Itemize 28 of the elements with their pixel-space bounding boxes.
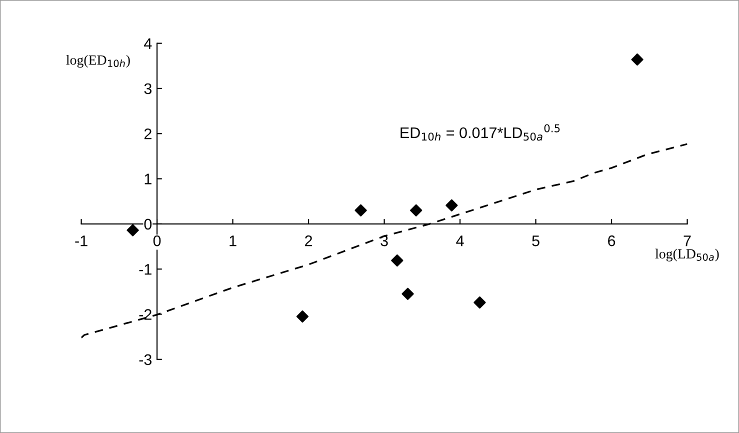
y-tick-label: -1 [139, 264, 152, 275]
y-axis-title: log(ED$_{10h}$) [66, 54, 130, 68]
x-tick-label: 6 [608, 235, 616, 246]
point [354, 204, 367, 216]
x-tick-label: 5 [532, 236, 540, 246]
point [296, 310, 309, 323]
x-tick-label: -1 [75, 236, 88, 246]
point [410, 204, 422, 216]
y-tick-label: 1 [144, 174, 152, 184]
point [631, 53, 644, 66]
y-tick-label: -2 [139, 309, 152, 320]
x-tick-label: 0 [153, 235, 161, 246]
point [402, 288, 414, 300]
x-tick-label: 4 [456, 236, 464, 246]
point [391, 254, 404, 267]
y-tick-label: -3 [139, 354, 152, 366]
y-tick-label: 2 [144, 128, 152, 140]
x-tick-label: 7 [684, 236, 691, 246]
point [126, 224, 139, 236]
y-tick-label: 4 [144, 38, 152, 49]
y-tick-label: 0 [144, 218, 152, 230]
x-axis-title: log(LD$_{50a}$) [655, 248, 719, 262]
x-tick-label: 2 [305, 235, 312, 246]
x-tick-label: 1 [230, 236, 236, 246]
point [446, 199, 458, 212]
y-tick-label: 3 [144, 83, 152, 94]
point [474, 296, 486, 309]
annotation: ED$_{10h}$ = 0.017*LD$_{50a}$$^{0.5}$ [400, 124, 560, 141]
